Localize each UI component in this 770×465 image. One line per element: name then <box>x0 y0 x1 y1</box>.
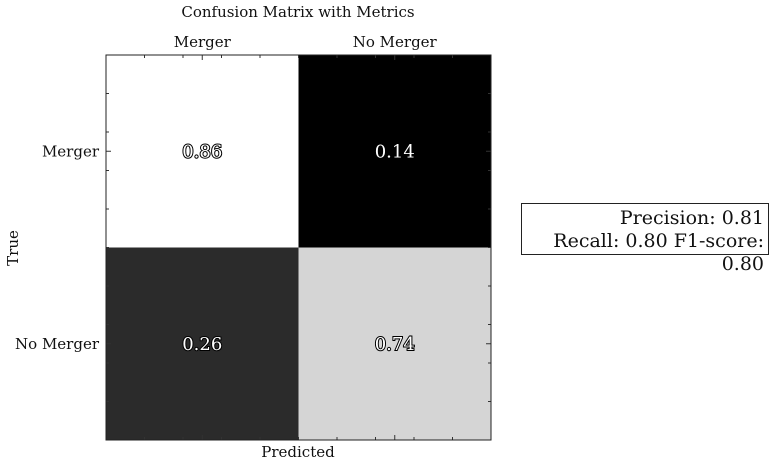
x-tick-label: Merger <box>174 33 232 51</box>
chart-title: Confusion Matrix with Metrics <box>181 3 414 21</box>
recall-f1-text: Recall: 0.80 F1-score: 0.80 <box>553 230 764 275</box>
cell-value-label-r1-c0: 0.26 <box>182 334 222 355</box>
metrics-box: Precision: 0.81 Recall: 0.80 F1-score: 0… <box>521 203 769 275</box>
heatmap-cell-r0-c1 <box>298 55 491 248</box>
y-tick-label: Merger <box>42 142 100 160</box>
y-axis-label: True <box>4 230 22 266</box>
cell-value-label-r0-c0: 0.86 <box>182 141 222 162</box>
cell-value-label-r0-c1: 0.14 <box>375 141 415 162</box>
heatmap-cell-r1-c1 <box>298 247 491 440</box>
axis-tick-labels: Merger No Merger Merger No Merger <box>15 33 438 353</box>
precision-text: Precision: 0.81 <box>619 207 764 229</box>
x-tick-label: No Merger <box>353 33 438 51</box>
heatmap-cells <box>106 55 491 440</box>
heatmap-cell-r1-c0 <box>106 247 299 440</box>
heatmap-cell-labels: 0.86 0.14 0.26 0.74 <box>181 140 416 356</box>
cell-value-label-r1-c1: 0.74 <box>375 334 415 355</box>
x-axis-label: Predicted <box>261 443 335 461</box>
heatmap-cell-r0-c0 <box>106 55 299 248</box>
plot-frame <box>105 54 492 441</box>
y-tick-label: No Merger <box>15 335 100 353</box>
